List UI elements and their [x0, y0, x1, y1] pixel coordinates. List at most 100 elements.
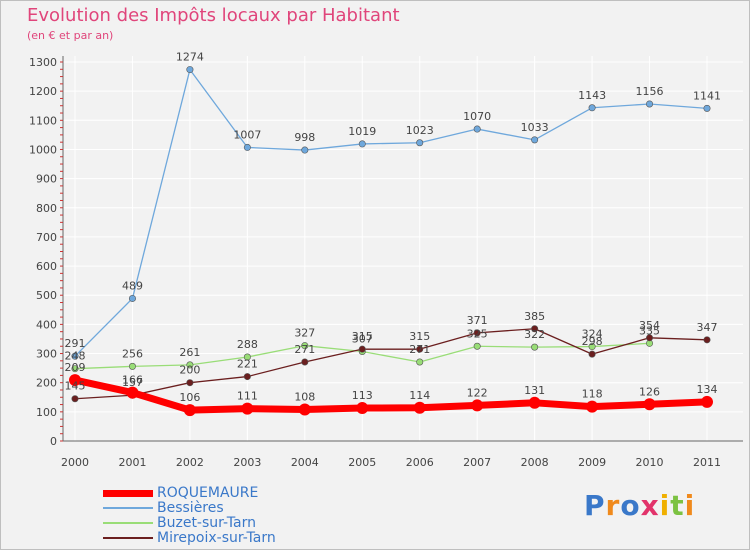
- data-label-mirepoix-sur-tarn-2010: 354: [639, 319, 660, 332]
- data-point-bessi-res-2007: [473, 125, 481, 133]
- data-label-bessi-res-2009: 1143: [578, 89, 606, 102]
- data-label-buzet-sur-tarn-2005: 307: [352, 332, 373, 345]
- data-point-roquemaure-2002: [183, 404, 196, 417]
- data-label-roquemaure-2008: 131: [524, 384, 545, 397]
- series-line-mirepoix-sur-tarn: [74, 328, 708, 400]
- data-point-bessi-res-2000: [71, 352, 79, 360]
- data-point-bessi-res-2001: [128, 294, 136, 302]
- data-label-buzet-sur-tarn-2004: 327: [294, 327, 315, 340]
- data-point-bessi-res-2005: [358, 140, 366, 148]
- data-label-roquemaure-2005: 113: [352, 389, 373, 402]
- series-line-bessi-res: [74, 68, 708, 357]
- data-point-mirepoix-sur-tarn-2004: [301, 358, 309, 366]
- data-label-buzet-sur-tarn-2010: 335: [639, 324, 660, 337]
- y-tick-label-1000: 1000: [29, 143, 57, 156]
- data-point-mirepoix-sur-tarn-2010: [646, 334, 654, 342]
- logo-letter: P: [584, 489, 606, 522]
- x-tick-label-2010: 2010: [636, 456, 664, 469]
- data-label-buzet-sur-tarn-2006: 271: [409, 343, 430, 356]
- logo-letter: i: [659, 489, 671, 522]
- legend-label: Bessières: [157, 500, 224, 516]
- data-label-mirepoix-sur-tarn-2003: 221: [237, 358, 258, 371]
- chart-subtitle: (en € et par an): [27, 29, 114, 42]
- y-tick-label-0: 0: [50, 435, 57, 448]
- data-point-bessi-res-2004: [301, 146, 309, 154]
- data-label-roquemaure-2000: 209: [65, 361, 86, 374]
- legend-label: Buzet-sur-Tarn: [157, 515, 256, 531]
- data-label-mirepoix-sur-tarn-2009: 298: [582, 335, 603, 348]
- data-label-bessi-res-2002: 1274: [176, 51, 204, 64]
- data-label-roquemaure-2001: 166: [122, 374, 143, 387]
- data-label-mirepoix-sur-tarn-2006: 315: [409, 330, 430, 343]
- data-point-buzet-sur-tarn-2007: [473, 342, 481, 350]
- y-tick-label-900: 900: [36, 173, 57, 186]
- data-label-buzet-sur-tarn-2007: 325: [467, 327, 488, 340]
- logo-letter: t: [670, 489, 685, 522]
- data-point-buzet-sur-tarn-2000: [71, 365, 79, 373]
- data-point-mirepoix-sur-tarn-2011: [703, 336, 711, 344]
- x-tick-label-2004: 2004: [291, 456, 319, 469]
- legend-item-bessi-res: Bessières: [103, 500, 224, 516]
- data-point-mirepoix-sur-tarn-2009: [588, 350, 596, 358]
- data-label-roquemaure-2006: 114: [409, 389, 430, 402]
- x-tick-label-2003: 2003: [233, 456, 261, 469]
- data-label-bessi-res-2001: 489: [122, 279, 143, 292]
- logo-letter: r: [605, 489, 621, 522]
- legend-item-roquemaure: ROQUEMAURE: [103, 485, 258, 501]
- data-point-bessi-res-2003: [243, 143, 251, 151]
- legend-item-buzet-sur-tarn: Buzet-sur-Tarn: [103, 515, 256, 531]
- y-tick-label-800: 800: [36, 202, 57, 215]
- y-tick-label-1300: 1300: [29, 56, 57, 69]
- data-label-bessi-res-2006: 1023: [406, 124, 434, 137]
- data-label-mirepoix-sur-tarn-2011: 347: [697, 321, 718, 334]
- data-point-roquemaure-2007: [471, 399, 484, 412]
- x-tick-label-2000: 2000: [61, 456, 89, 469]
- data-point-roquemaure-2001: [126, 386, 139, 399]
- data-label-roquemaure-2010: 126: [639, 385, 660, 398]
- data-label-roquemaure-2002: 106: [179, 391, 200, 404]
- data-label-roquemaure-2007: 122: [467, 386, 488, 399]
- y-tick-label-300: 300: [36, 348, 57, 361]
- data-label-buzet-sur-tarn-2000: 248: [65, 350, 86, 363]
- legend-item-mirepoix-sur-tarn: Mirepoix-sur-Tarn: [103, 530, 276, 546]
- x-tick-label-2005: 2005: [348, 456, 376, 469]
- data-point-bessi-res-2008: [531, 136, 539, 144]
- data-point-roquemaure-2005: [356, 402, 369, 415]
- data-point-buzet-sur-tarn-2004: [301, 342, 309, 350]
- data-point-bessi-res-2006: [416, 139, 424, 147]
- data-point-bessi-res-2009: [588, 104, 596, 112]
- data-label-roquemaure-2003: 111: [237, 390, 258, 403]
- data-point-roquemaure-2000: [69, 374, 81, 387]
- data-point-mirepoix-sur-tarn-2000: [71, 395, 79, 403]
- data-label-buzet-sur-tarn-2009: 324: [582, 328, 603, 341]
- data-label-mirepoix-sur-tarn-2005: 315: [352, 330, 373, 343]
- legend-swatch: [103, 537, 153, 539]
- data-label-roquemaure-2004: 108: [294, 391, 315, 404]
- data-point-mirepoix-sur-tarn-2005: [358, 345, 366, 353]
- y-tick-label-1200: 1200: [29, 85, 57, 98]
- data-label-buzet-sur-tarn-2008: 322: [524, 328, 545, 341]
- data-label-bessi-res-2007: 1070: [463, 110, 491, 123]
- y-tick-label-1100: 1100: [29, 114, 57, 127]
- x-tick-label-2008: 2008: [521, 456, 549, 469]
- plot-area: [63, 56, 743, 441]
- data-label-bessi-res-2011: 1141: [693, 89, 721, 102]
- data-label-bessi-res-2010: 1156: [636, 85, 664, 98]
- logo-letter: x: [640, 489, 660, 522]
- data-label-mirepoix-sur-tarn-2001: 157: [122, 376, 143, 389]
- data-point-roquemaure-2009: [586, 400, 599, 413]
- data-point-mirepoix-sur-tarn-2006: [416, 345, 424, 353]
- data-label-roquemaure-2011: 134: [697, 383, 718, 396]
- data-point-roquemaure-2010: [643, 398, 656, 411]
- x-tick-label-2009: 2009: [578, 456, 606, 469]
- data-point-buzet-sur-tarn-2009: [588, 343, 596, 351]
- proxiti-logo: Proxiti: [584, 489, 695, 522]
- data-label-mirepoix-sur-tarn-2000: 145: [65, 380, 86, 393]
- data-label-buzet-sur-tarn-2001: 256: [122, 347, 143, 360]
- data-label-mirepoix-sur-tarn-2002: 200: [179, 364, 200, 377]
- data-label-buzet-sur-tarn-2003: 288: [237, 338, 258, 351]
- data-label-bessi-res-2000: 291: [65, 337, 86, 350]
- data-point-roquemaure-2011: [701, 395, 713, 408]
